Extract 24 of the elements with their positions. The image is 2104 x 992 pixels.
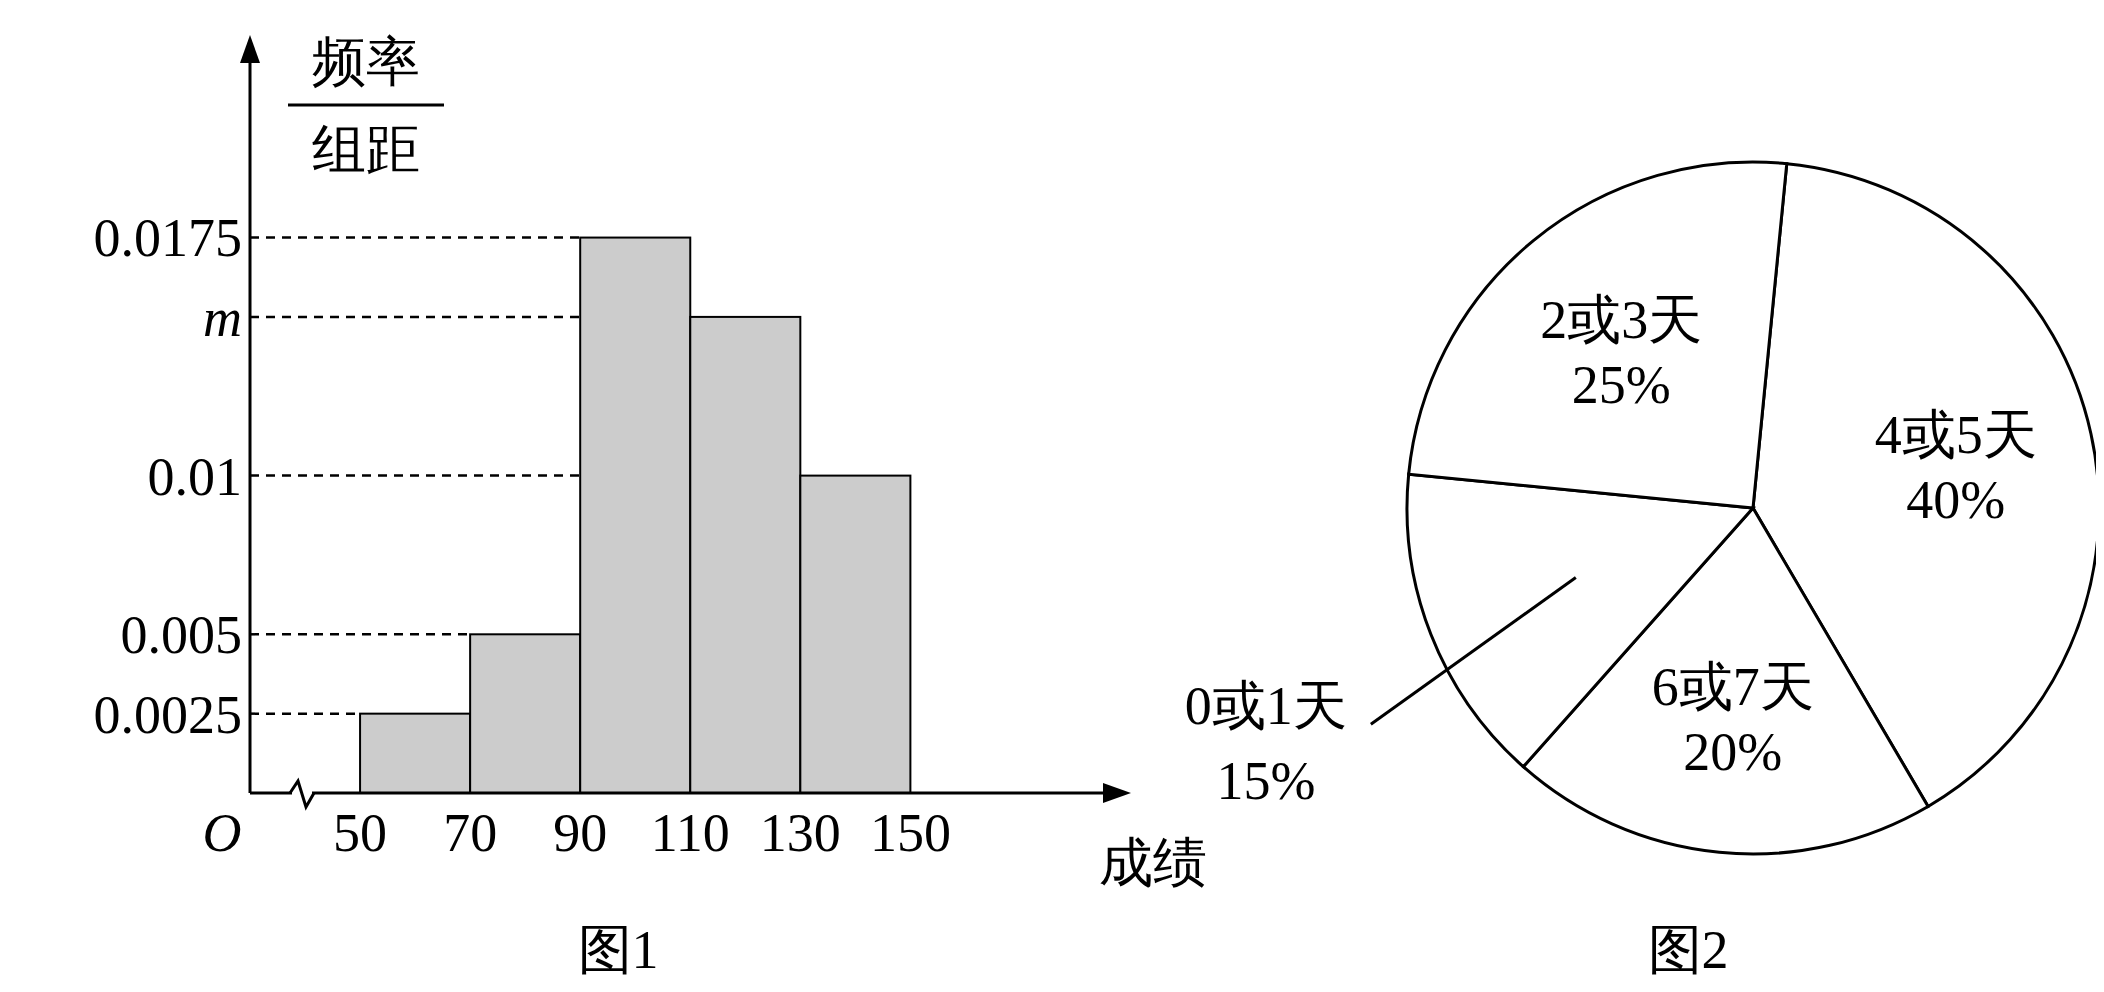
x-tick-label: 90 (553, 803, 608, 863)
data-label: 15% (1216, 751, 1316, 812)
slice-label: 4或5天 (1874, 405, 2037, 466)
x-axis-title: 成绩 (1099, 833, 1207, 893)
text: 图2 (1647, 920, 1729, 980)
x-tick-label: 50 (333, 803, 388, 863)
text: 图1 (577, 920, 659, 980)
data-label: 25% (1571, 354, 1671, 415)
slice-label: 0或1天 (1184, 676, 1347, 737)
slice-label: 6或7天 (1651, 656, 1814, 717)
data-label: 20% (1683, 721, 1783, 782)
y-axis-title: 频率组距 (312, 32, 420, 180)
y-tick-label: 0.01 (147, 446, 242, 507)
y-tick-label: m (203, 287, 242, 348)
x-tick-label: 70 (443, 803, 498, 863)
y-tick-label: 0.005 (120, 605, 242, 666)
x-tick-label: 110 (650, 803, 730, 863)
text: O (202, 803, 242, 863)
x-tick-label: 150 (869, 803, 951, 863)
data-label: 40% (1906, 470, 2006, 531)
slice-label: 2或3天 (1540, 289, 1703, 350)
y-tick-label: 0.0025 (93, 684, 242, 745)
y-tick-label: 0.0175 (93, 208, 242, 269)
x-tick-label: 130 (759, 803, 841, 863)
